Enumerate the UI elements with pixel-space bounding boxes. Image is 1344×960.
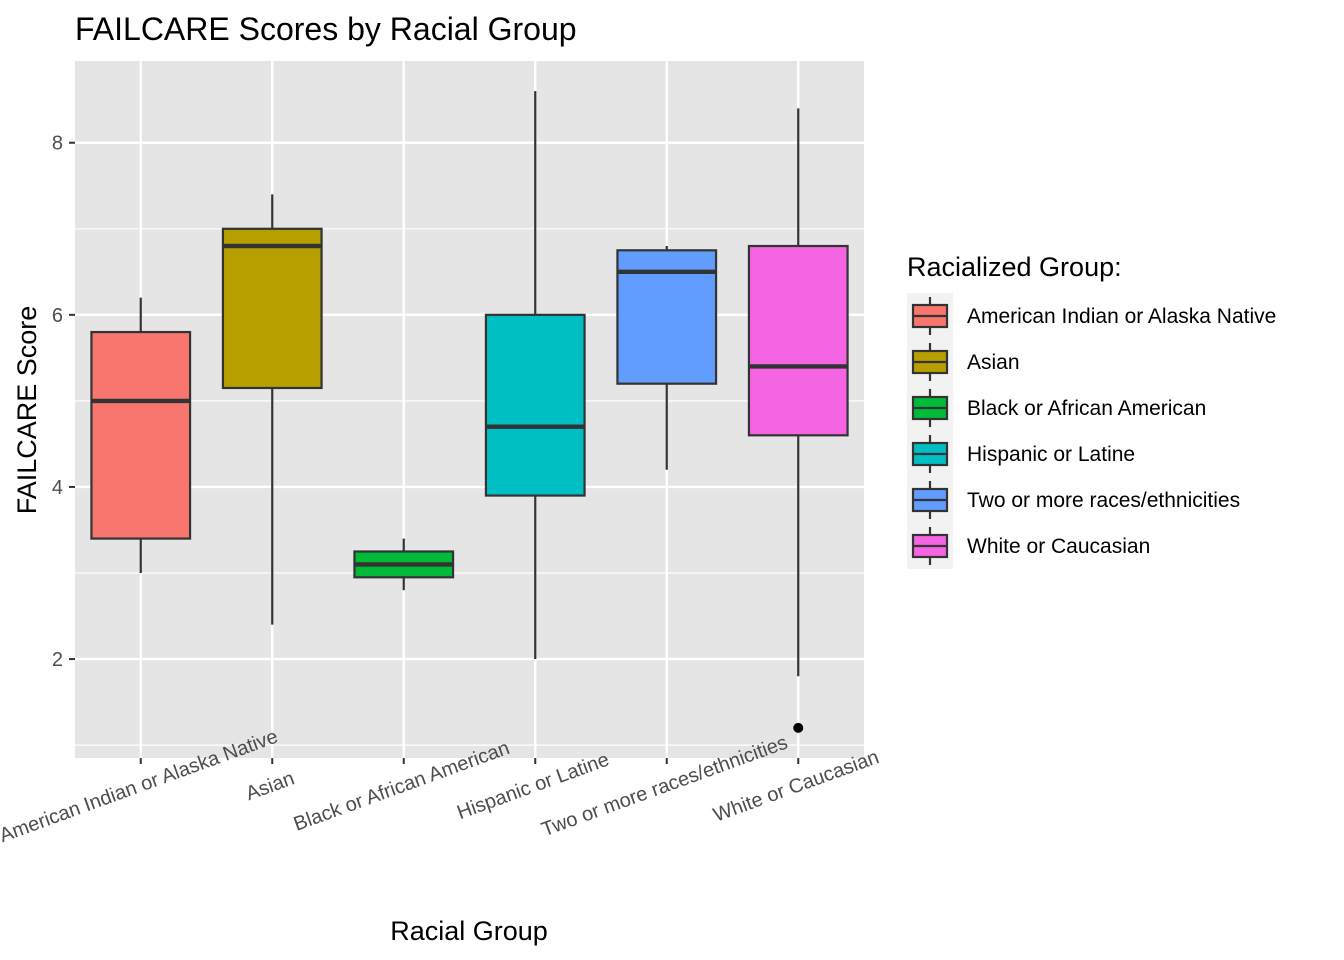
legend-item: Black or African American: [911, 389, 1206, 427]
box-white-or-caucasian: [747, 108, 849, 733]
legend-label: American Indian or Alaska Native: [967, 305, 1276, 328]
y-tick-label: 4: [52, 477, 63, 499]
legend-item: Hispanic or Latine: [911, 435, 1135, 473]
x-axis-title: Racial Group: [390, 916, 548, 946]
legend-label: White or Caucasian: [967, 535, 1150, 558]
box-group: [90, 91, 849, 733]
box-hispanic-or-latine: [484, 91, 586, 660]
x-tick-label: Asian: [243, 767, 298, 805]
box-two-or-more-races-ethnicities: [616, 246, 718, 470]
legend-items: American Indian or Alaska Native Asian Bla…: [911, 297, 1276, 565]
box-american-indian-or-alaska-native: [90, 297, 192, 573]
legend: Racialized Group: American Indian or Ala…: [907, 252, 1276, 569]
y-tick-label: 6: [52, 305, 63, 327]
box-iqr: [484, 313, 586, 497]
legend-key-background: [907, 293, 953, 569]
box-iqr: [221, 227, 323, 390]
legend-item: Asian: [911, 343, 1020, 381]
legend-item: Two or more races/ethnicities: [911, 481, 1240, 519]
legend-title: Racialized Group:: [907, 252, 1122, 282]
grid-minor: [75, 228, 864, 746]
legend-label: Hispanic or Latine: [967, 443, 1135, 466]
outlier-point: [793, 722, 804, 733]
y-axis-title: FAILCARE Score: [12, 306, 42, 515]
legend-item: White or Caucasian: [911, 527, 1150, 565]
box-asian: [221, 194, 323, 625]
y-axis: 2 4 6 8: [52, 133, 75, 671]
legend-label: Two or more races/ethnicities: [967, 489, 1240, 512]
box-iqr: [90, 330, 192, 540]
box-black-or-african-american: [353, 538, 455, 591]
y-tick-label: 8: [52, 133, 63, 155]
legend-label: Black or African American: [967, 397, 1206, 420]
y-tick-label: 2: [52, 649, 63, 671]
legend-item: American Indian or Alaska Native: [911, 297, 1276, 335]
box-iqr: [747, 244, 849, 437]
chart-title: FAILCARE Scores by Racial Group: [75, 11, 577, 47]
legend-label: Asian: [967, 351, 1020, 374]
plot-panel: [75, 61, 864, 758]
